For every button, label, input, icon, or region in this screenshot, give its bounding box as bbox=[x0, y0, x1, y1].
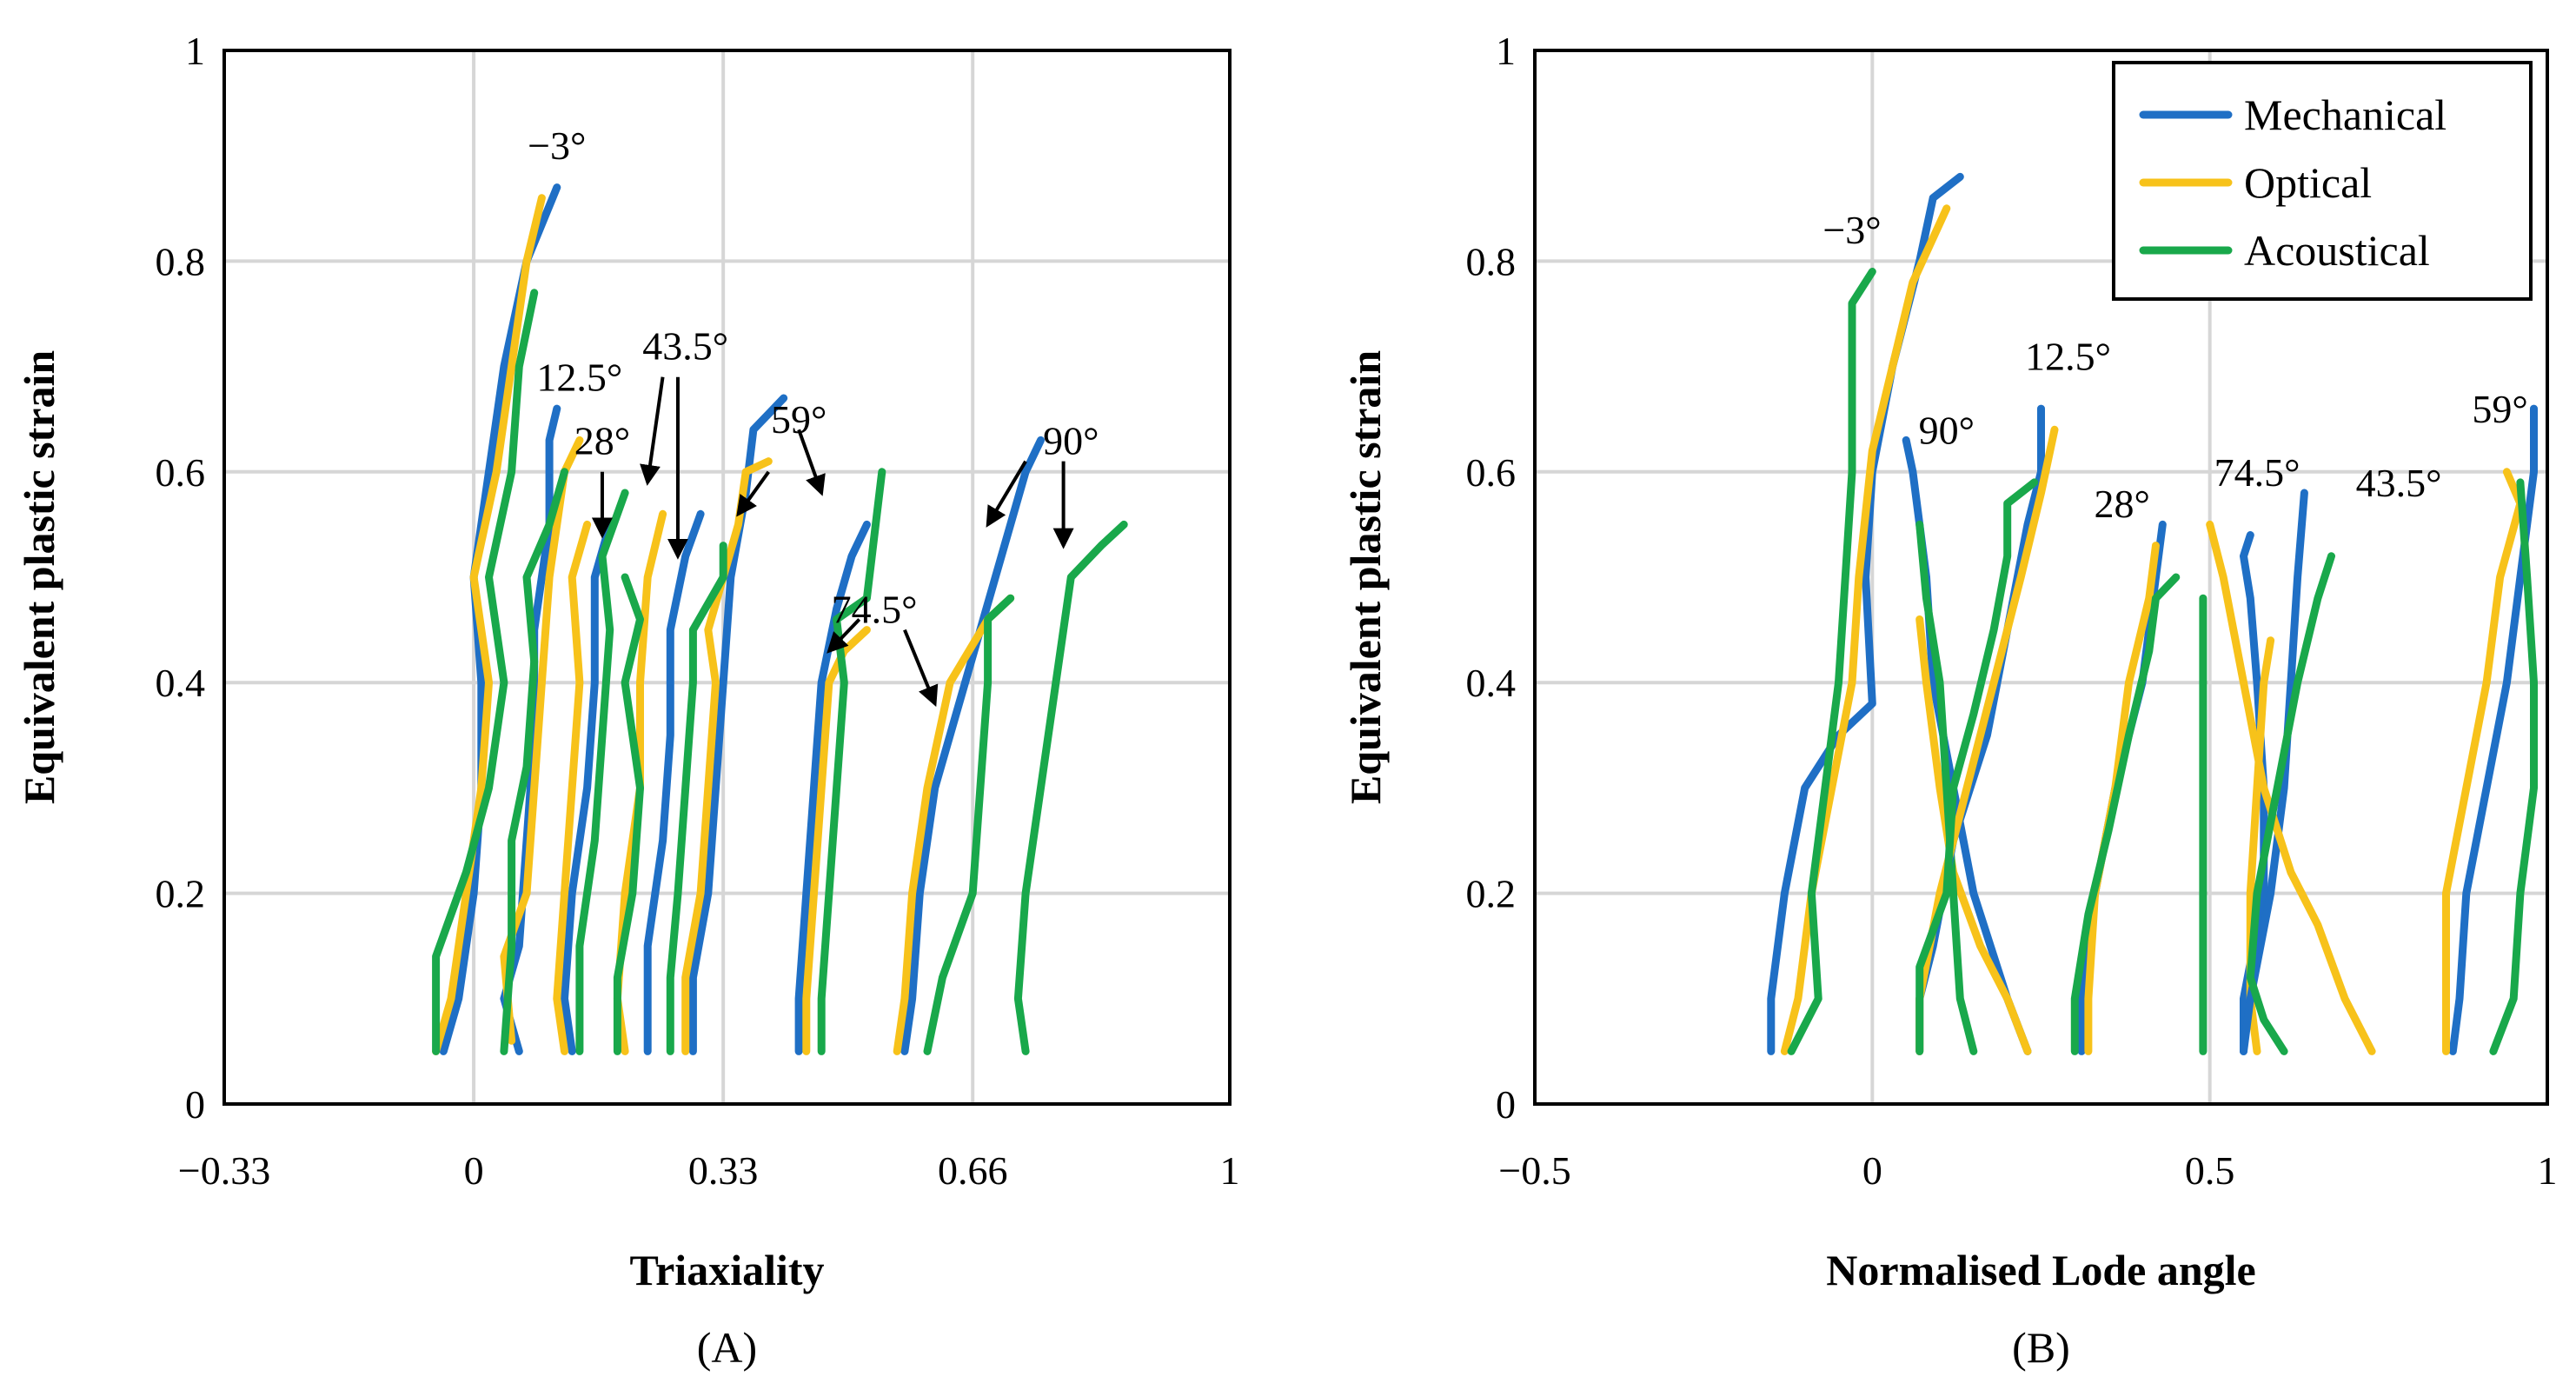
series-b-acoustical-90-5 bbox=[1915, 520, 1978, 1055]
legend-label-acoustical: Acoustical bbox=[2244, 226, 2430, 275]
annotation-b-59: 59° bbox=[2472, 387, 2527, 431]
annotation-a-90: 90° bbox=[1043, 418, 1099, 462]
arrow-a-6 bbox=[903, 628, 939, 708]
annotation-a-12p5: 12.5° bbox=[536, 356, 622, 400]
legend-label-mechanical: Mechanical bbox=[2244, 90, 2447, 139]
series-b-acoustical-59-20 bbox=[2489, 478, 2538, 1055]
series-a-mechanical-28-6 bbox=[561, 520, 614, 1055]
annotation-b-90: 90° bbox=[1919, 408, 1975, 452]
y-tick-label-a-4: 0.8 bbox=[156, 239, 206, 283]
y-tick-label-a-2: 0.4 bbox=[156, 661, 206, 705]
y-axis-title-b: Equivalent plastic strain bbox=[1341, 350, 1390, 804]
x-tick-label-a-3: 0.66 bbox=[938, 1148, 1008, 1193]
x-axis-title-a: Triaxiality bbox=[629, 1246, 824, 1294]
series-a-mechanical-59-12 bbox=[688, 394, 788, 1055]
y-tick-label-a-3: 0.6 bbox=[156, 450, 206, 495]
x-axis-title-b: Normalised Lode angle bbox=[1826, 1246, 2255, 1294]
series-b-acoustical-43p5-17 bbox=[2246, 552, 2335, 1055]
annotation-a-3: −3° bbox=[528, 123, 586, 168]
series-a-acoustical-59-14 bbox=[666, 542, 727, 1055]
y-tick-label-b-4: 0.8 bbox=[1466, 239, 1517, 283]
x-tick-label-a-1: 0 bbox=[464, 1148, 484, 1193]
series-b-optical-3-1 bbox=[1780, 204, 1951, 1055]
annotation-b-43p5: 43.5° bbox=[2356, 461, 2442, 505]
series-b-acoustical-12p5-8 bbox=[1915, 478, 2039, 1055]
x-tick-label-b-3: 1 bbox=[2538, 1148, 2558, 1193]
plot-frame-b bbox=[1533, 49, 2549, 1106]
series-a-acoustical-43p5-11 bbox=[613, 573, 644, 1055]
panel-label-a: (A) bbox=[697, 1323, 757, 1372]
y-tick-label-b-1: 0.2 bbox=[1466, 872, 1517, 916]
legend: Mechanical Optical Acoustical bbox=[2112, 61, 2533, 301]
series-a-acoustical-3-2 bbox=[432, 289, 539, 1055]
series-b-mechanical-59-18 bbox=[2448, 404, 2538, 1055]
legend-label-optical: Optical bbox=[2244, 158, 2372, 207]
y-tick-label-a-5: 1 bbox=[185, 29, 205, 73]
annotation-b-28: 28° bbox=[2094, 482, 2149, 526]
series-b-acoustical-28-11 bbox=[2070, 573, 2181, 1055]
series-a-mechanical-90-18 bbox=[900, 436, 1045, 1055]
y-tick-label-b-5: 1 bbox=[1496, 29, 1516, 73]
series-a-optical-28-7 bbox=[553, 520, 592, 1055]
y-tick-label-b-0: 0 bbox=[1496, 1082, 1516, 1127]
series-a-acoustical-90-20 bbox=[923, 594, 1015, 1055]
y-tick-label-b-2: 0.4 bbox=[1466, 661, 1517, 705]
series-b-mechanical-3-0 bbox=[1767, 172, 1964, 1055]
x-tick-label-a-2: 0.33 bbox=[688, 1148, 759, 1193]
series-b-optical-43p5-16 bbox=[2206, 520, 2376, 1055]
series-a-acoustical-74p5-17 bbox=[817, 468, 886, 1055]
series-b-optical-28-10 bbox=[2084, 542, 2160, 1055]
arrow-a-4 bbox=[797, 429, 826, 496]
series-b-optical-59-19 bbox=[2442, 468, 2525, 1055]
arrow-a-3 bbox=[736, 470, 770, 517]
x-tick-label-b-1: 0 bbox=[1862, 1148, 1882, 1193]
annotation-a-74p5: 74.5° bbox=[832, 587, 918, 631]
series-b-acoustical-3-2 bbox=[1787, 268, 1876, 1055]
annotation-a-59: 59° bbox=[771, 397, 827, 442]
annotation-a-43p5: 43.5° bbox=[642, 323, 728, 368]
series-a-mechanical-74p5-15 bbox=[794, 520, 871, 1055]
panel-label-b: (B) bbox=[2012, 1323, 2070, 1372]
series-b-mechanical-43p5-15 bbox=[2240, 489, 2308, 1055]
x-tick-label-b-0: −0.5 bbox=[1498, 1148, 1570, 1193]
annotation-b-74p5: 74.5° bbox=[2214, 450, 2300, 495]
y-tick-label-a-1: 0.2 bbox=[156, 872, 206, 916]
arrow-a-1 bbox=[640, 376, 665, 486]
series-a-optical-59-13 bbox=[681, 457, 773, 1055]
y-axis-title-a: Equivalent plastic strain bbox=[15, 350, 63, 804]
annotation-b-12p5: 12.5° bbox=[2025, 334, 2111, 378]
arrow-a-7 bbox=[986, 460, 1027, 528]
y-tick-label-b-3: 0.6 bbox=[1466, 450, 1517, 495]
annotation-a-28: 28° bbox=[574, 418, 630, 462]
panel-a: −0.33 0 0.33 0.66 1 0 0.2 0.4 0.6 0.8 1 Triaxiality… bbox=[15, 29, 1240, 1372]
panel-b: −0.5 0 0.5 1 0 0.2 0.4 0.6 0.8 1 Normalised Lode a… bbox=[1341, 29, 2558, 1372]
series-a-acoustical-12p5-5 bbox=[500, 468, 568, 1055]
series-a-acoustical-90-21 bbox=[1013, 520, 1128, 1055]
x-tick-label-a-0: −0.33 bbox=[178, 1148, 270, 1193]
series-a-acoustical-28-8 bbox=[575, 489, 629, 1055]
plot-frame-a bbox=[222, 49, 1232, 1106]
x-tick-label-a-4: 1 bbox=[1220, 1148, 1240, 1193]
series-a-optical-3-1 bbox=[432, 194, 546, 1055]
arrow-a-5 bbox=[827, 618, 861, 654]
y-tick-label-a-0: 0 bbox=[185, 1082, 205, 1127]
annotation-b-3: −3° bbox=[1822, 208, 1881, 252]
x-tick-label-b-2: 0.5 bbox=[2185, 1148, 2235, 1193]
